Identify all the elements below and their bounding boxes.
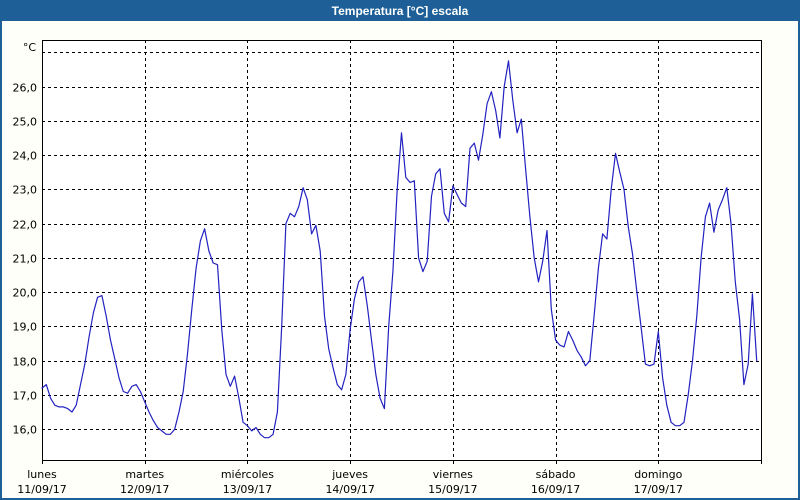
y-axis-tick-label: 22,0 xyxy=(13,219,38,232)
x-axis-day-label: sábado xyxy=(536,468,576,481)
plot-area xyxy=(42,40,761,460)
y-axis-tick-label: 24,0 xyxy=(13,150,38,163)
temperature-line xyxy=(41,60,758,439)
x-axis-date-label: 17/09/17 xyxy=(634,483,683,496)
chart-title: Temperatura [°C] escala xyxy=(331,3,469,18)
y-axis-tick-label: 26,0 xyxy=(13,82,38,95)
x-axis-date-label: 12/09/17 xyxy=(120,483,169,496)
y-axis-unit-label: °C xyxy=(23,41,37,54)
plot-border xyxy=(42,40,762,461)
x-axis-date-label: 11/09/17 xyxy=(17,483,66,496)
x-axis-date-label: 13/09/17 xyxy=(223,483,272,496)
x-axis-day-label: domingo xyxy=(634,468,682,481)
x-axis-day-label: lunes xyxy=(27,468,57,481)
y-axis-tick-label: 18,0 xyxy=(13,356,38,369)
x-axis-date-label: 14/09/17 xyxy=(325,483,374,496)
x-axis-date-label: 15/09/17 xyxy=(428,483,477,496)
y-axis-tick-label: 19,0 xyxy=(13,321,38,334)
y-axis-tick-label: 16,0 xyxy=(13,424,38,437)
y-axis-tick-label: 23,0 xyxy=(13,184,38,197)
x-axis-day-label: jueves xyxy=(331,468,368,481)
x-axis-day-label: miércoles xyxy=(221,468,274,481)
y-axis-tick-label: 25,0 xyxy=(13,116,38,129)
x-axis-day-label: viernes xyxy=(433,468,473,481)
window-titlebar: Temperatura [°C] escala xyxy=(0,0,800,21)
y-axis-tick-label: 21,0 xyxy=(13,253,38,266)
x-axis-date-label: 16/09/17 xyxy=(531,483,580,496)
y-axis-tick-label: 20,0 xyxy=(13,287,38,300)
y-axis-tick-label: 17,0 xyxy=(13,390,38,403)
x-axis-day-label: martes xyxy=(125,468,164,481)
